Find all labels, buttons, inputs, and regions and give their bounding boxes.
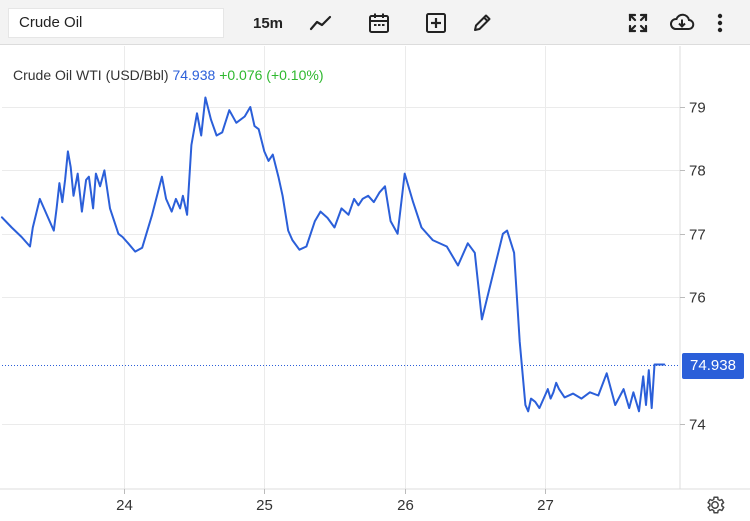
- chart-series: [0, 96, 680, 413]
- interval-selector[interactable]: 15m: [252, 14, 284, 32]
- chart-toolbar: Crude Oil 15m: [0, 0, 750, 45]
- line-chart-icon[interactable]: [306, 8, 336, 38]
- price-series-line: [0, 96, 666, 413]
- add-indicator-icon[interactable]: [421, 8, 451, 38]
- chart-axes: 74 76 77 78 79 24 25 26 27: [0, 46, 750, 514]
- y-tick-label: 78: [689, 163, 706, 180]
- symbol-search-input[interactable]: Crude Oil: [8, 8, 224, 38]
- legend-symbol-name: Crude Oil WTI (USD/Bbl): [13, 67, 169, 83]
- calendar-icon[interactable]: [364, 8, 394, 38]
- y-tick-label: 77: [689, 227, 706, 244]
- fullscreen-icon[interactable]: [623, 8, 653, 38]
- legend-change: +0.076 (+0.10%): [219, 67, 324, 83]
- settings-gear-icon[interactable]: [704, 494, 726, 516]
- x-tick-label: 26: [397, 497, 414, 514]
- last-price-tag: 74.938: [682, 352, 744, 379]
- x-tick-label: 27: [537, 497, 554, 514]
- pencil-icon[interactable]: [467, 8, 497, 38]
- chart-legend: Crude Oil WTI (USD/Bbl) 74.938 +0.076 (+…: [13, 67, 323, 83]
- x-tick-label: 25: [256, 497, 273, 514]
- more-vertical-icon[interactable]: [710, 8, 730, 38]
- y-tick-label: 76: [689, 290, 706, 307]
- x-tick-label: 24: [116, 497, 133, 514]
- y-tick-label: 79: [689, 100, 706, 117]
- cloud-download-icon[interactable]: [666, 8, 698, 38]
- legend-price: 74.938: [172, 67, 216, 83]
- chart-grid: [2, 46, 680, 489]
- y-tick-label: 74: [689, 417, 706, 434]
